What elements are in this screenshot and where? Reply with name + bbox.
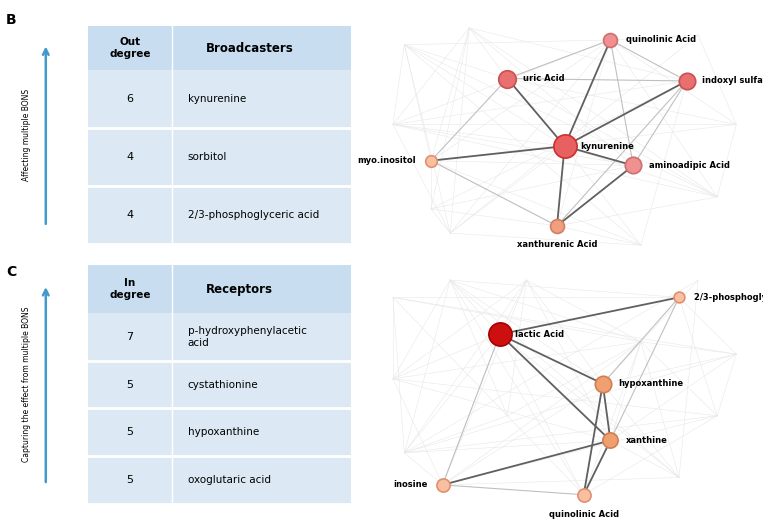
FancyBboxPatch shape [88,265,351,313]
Text: 5: 5 [127,475,134,485]
Point [551,222,563,230]
Point [501,75,513,83]
Text: aminoadipic Acid: aminoadipic Acid [649,161,729,170]
Text: In
degree: In degree [109,278,150,300]
Text: sorbitol: sorbitol [188,152,227,162]
Text: 6: 6 [127,94,134,104]
Text: xanthurenic Acid: xanthurenic Acid [517,240,597,249]
Point [578,490,590,499]
Text: hypoxanthine: hypoxanthine [188,427,259,437]
Point [673,293,685,301]
Point [425,156,437,165]
Point [681,77,693,85]
Point [604,436,617,445]
Text: quinolinic Acid: quinolinic Acid [549,510,619,519]
Text: 4: 4 [127,210,134,220]
Text: kynurenine: kynurenine [188,94,246,104]
Point [627,161,639,170]
Text: myo.inositol: myo.inositol [357,156,416,165]
Text: Receptors: Receptors [206,282,273,296]
Text: Affecting multiple BONS: Affecting multiple BONS [22,89,31,181]
Point [436,481,449,489]
Text: indoxyl sulfate: indoxyl sulfate [702,77,763,86]
Text: hypoxanthine: hypoxanthine [618,379,683,388]
Point [597,380,609,388]
Text: 4: 4 [127,152,134,162]
Text: 2/3-phosphoglyceric Acid: 2/3-phosphoglyceric Acid [694,293,763,302]
Text: C: C [6,265,16,279]
Text: 5: 5 [127,380,134,390]
Text: cystathionine: cystathionine [188,380,259,390]
Text: uric Acid: uric Acid [523,74,565,83]
Text: quinolinic Acid: quinolinic Acid [626,35,696,45]
Point [559,142,571,150]
Text: B: B [6,13,17,27]
Point [494,330,506,339]
Text: lactic Acid: lactic Acid [515,330,564,339]
Text: 5: 5 [127,427,134,437]
FancyBboxPatch shape [88,26,351,70]
Text: Broadcasters: Broadcasters [206,41,294,55]
Text: 7: 7 [127,332,134,342]
Text: Out
degree: Out degree [109,37,150,59]
Text: kynurenine: kynurenine [580,142,634,151]
Text: p-hydroxyphenylacetic
acid: p-hydroxyphenylacetic acid [188,326,307,348]
Text: 2/3-phosphoglyceric acid: 2/3-phosphoglyceric acid [188,210,319,220]
Text: xanthine: xanthine [626,436,668,445]
Text: oxoglutaric acid: oxoglutaric acid [188,475,271,485]
Point [604,36,617,44]
Text: inosine: inosine [393,480,427,489]
Text: Capturing the effect from multiple BONS: Capturing the effect from multiple BONS [22,307,31,463]
